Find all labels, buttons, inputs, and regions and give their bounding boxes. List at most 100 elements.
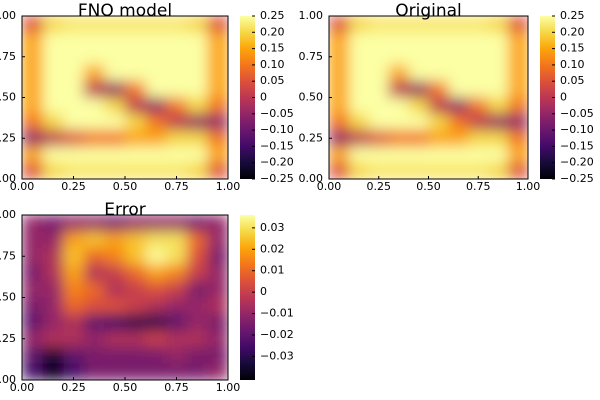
heatmap-cell xyxy=(42,146,64,164)
heatmap-cell xyxy=(448,162,469,179)
heatmap-cell xyxy=(83,330,105,348)
heatmap-cell xyxy=(186,248,208,265)
heatmap-cell xyxy=(348,64,370,82)
heatmap-cell xyxy=(207,130,228,147)
heatmap-cell xyxy=(428,64,449,82)
heatmap-cell xyxy=(83,215,105,232)
heatmap-cell xyxy=(186,130,208,147)
x-tick-label: 0.00 xyxy=(10,180,35,193)
heatmap-cell xyxy=(166,297,188,315)
heatmap-cell xyxy=(63,162,85,179)
heatmap-cell xyxy=(408,32,429,50)
heatmap-cell xyxy=(125,16,147,33)
heatmap-cell xyxy=(329,48,350,66)
heatmap-cell xyxy=(166,32,188,50)
y-tick-label: 1.00 xyxy=(0,208,16,221)
heatmap-cell xyxy=(207,231,228,249)
heatmap-cell xyxy=(408,48,429,66)
heatmap-cell xyxy=(329,64,350,82)
heatmap-cell xyxy=(508,16,528,33)
heatmap-cell xyxy=(186,347,208,364)
heatmap-cell xyxy=(42,297,64,315)
heatmap-cell xyxy=(468,113,489,131)
colorbar-tick-label: −0.25 xyxy=(260,172,294,185)
heatmap-cell xyxy=(22,113,44,131)
heatmap-cell xyxy=(428,48,449,66)
heatmap-cell xyxy=(388,48,410,66)
heatmap-cell xyxy=(388,16,410,33)
heatmap-cell xyxy=(22,248,44,265)
y-tick-label: 0.50 xyxy=(299,91,324,104)
heatmap-cell xyxy=(42,162,64,179)
colorbar-tick-label: 0 xyxy=(560,91,567,104)
heatmap-cell xyxy=(508,48,528,66)
heatmap-cell xyxy=(488,32,509,50)
heatmap-cell xyxy=(186,297,208,315)
colorbar-tick-label: 0.25 xyxy=(260,9,285,22)
heatmap-cell xyxy=(145,347,167,364)
heatmap-cell xyxy=(145,162,167,179)
heatmap-cell xyxy=(207,81,228,98)
heatmap-cell xyxy=(448,16,469,33)
heatmap-cell xyxy=(125,264,147,282)
heatmap-cell xyxy=(388,81,410,98)
heatmap-cell xyxy=(207,248,228,265)
heatmap-cell xyxy=(145,48,167,66)
heatmap-cell xyxy=(104,297,126,315)
colorbar xyxy=(540,16,555,179)
heatmap-cell xyxy=(508,97,528,115)
heatmap-cell xyxy=(42,248,64,265)
heatmap-cell xyxy=(508,113,528,131)
heatmap-cell xyxy=(104,363,126,380)
x-tick-label: 1.00 xyxy=(216,180,241,193)
heatmap-cell xyxy=(83,264,105,282)
heatmap-cell xyxy=(63,281,85,298)
heatmap-cell xyxy=(166,130,188,147)
heatmap-cell xyxy=(186,32,208,50)
heatmap-cell xyxy=(207,113,228,131)
heatmap-cell xyxy=(145,97,167,115)
heatmap-cell xyxy=(166,363,188,380)
heatmap-cell xyxy=(408,81,429,98)
heatmap-cell xyxy=(125,130,147,147)
heatmap-cell xyxy=(125,146,147,164)
heatmap-cell xyxy=(104,16,126,33)
heatmap-cell xyxy=(207,264,228,282)
heatmap-cell xyxy=(63,81,85,98)
heatmap-cell xyxy=(83,281,105,298)
heatmap-cell xyxy=(42,16,64,33)
heatmap xyxy=(22,16,228,179)
heatmap-cell xyxy=(448,97,469,115)
colorbar-tick-label: −0.15 xyxy=(260,139,294,152)
heatmap-cell xyxy=(468,97,489,115)
heatmap-cell xyxy=(63,231,85,249)
heatmap-cell xyxy=(329,97,350,115)
heatmap-cell xyxy=(145,314,167,331)
heatmap-cell xyxy=(428,32,449,50)
heatmap-cell xyxy=(83,48,105,66)
y-tick-label: 0.00 xyxy=(0,172,16,185)
heatmap-cell xyxy=(207,64,228,82)
colorbar-tick-label: −0.10 xyxy=(560,123,594,136)
heatmap-cell xyxy=(42,347,64,364)
colorbar-tick-label: 0.10 xyxy=(260,58,285,71)
x-tick-label: 0.50 xyxy=(113,180,138,193)
heatmap-cell xyxy=(42,48,64,66)
y-tick-label: 0.50 xyxy=(0,291,16,304)
chart-title: FNO model xyxy=(78,1,172,21)
colorbar-tick-label: 0.03 xyxy=(260,221,285,234)
heatmap-cell xyxy=(207,215,228,232)
colorbar-tick-label: −0.01 xyxy=(260,307,294,320)
heatmap-cell xyxy=(348,32,370,50)
heatmap-cell xyxy=(145,146,167,164)
heatmap-cell xyxy=(22,16,44,33)
y-tick-label: 0.25 xyxy=(299,131,324,144)
heatmap-cell xyxy=(104,81,126,98)
heatmap-cell xyxy=(186,215,208,232)
heatmap-cell xyxy=(368,162,390,179)
heatmap xyxy=(329,16,528,179)
heatmap-cell xyxy=(83,314,105,331)
heatmap-cell xyxy=(348,48,370,66)
heatmap-cell xyxy=(63,130,85,147)
heatmap-cell xyxy=(22,314,44,331)
